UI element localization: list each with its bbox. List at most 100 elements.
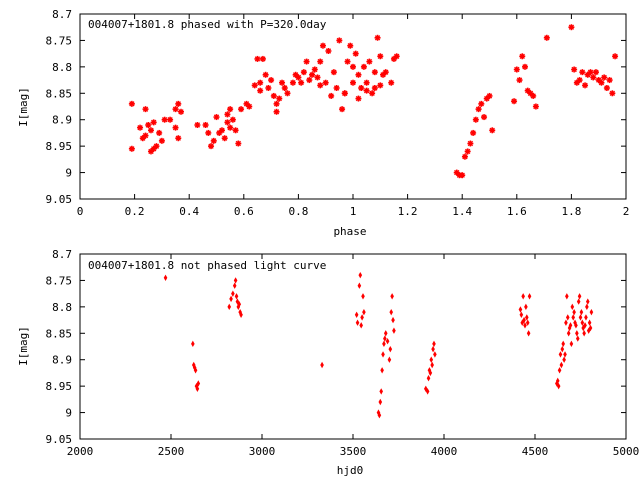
chart-title-phased: 004007+1801.8 phased with P=320.0day (88, 18, 327, 31)
data-point (577, 293, 582, 300)
data-point (485, 92, 494, 100)
data-point (166, 115, 174, 124)
data-point (231, 126, 240, 135)
data-point (383, 330, 388, 337)
data-point (264, 84, 273, 92)
data-point (376, 81, 385, 90)
data-point (568, 322, 573, 329)
data-point (196, 380, 201, 387)
data-point (588, 324, 593, 332)
data-point (543, 33, 551, 42)
data-point (518, 52, 527, 61)
data-point (245, 102, 254, 111)
data-point (160, 115, 169, 124)
data-point (368, 89, 376, 98)
data-point (174, 100, 183, 108)
data-point (346, 41, 355, 50)
y-axis-unphased: 8.7 8.75 8.8 8.85 8.9 8.95 9 9.05 (46, 248, 626, 446)
data-point (341, 89, 349, 98)
data-point (234, 293, 239, 300)
data-point (608, 89, 617, 98)
data-point (229, 295, 233, 303)
plot-frame-phased (79, 13, 627, 200)
x-tick-label: 3500 (340, 445, 367, 458)
data-point (382, 340, 386, 348)
data-point (600, 73, 608, 82)
chart-title-unphased: 004007+1801.8 not phased light curve (88, 259, 326, 272)
data-point (136, 123, 144, 132)
data-point (330, 68, 338, 76)
data-point (477, 100, 486, 108)
data-point (561, 340, 566, 348)
x-tick-label: 0.2 (125, 205, 145, 218)
data-point (562, 356, 566, 363)
data-point (270, 92, 278, 100)
chart-panel-phased: 0 0.2 0.4 0.6 0.8 1 1.2 1.4 1.6 1.8 2 8.78.758.88.… (17, 8, 629, 238)
data-point (567, 23, 576, 32)
data-point (521, 63, 529, 71)
data-point (559, 361, 564, 369)
y-tick-label: 8.75 (46, 274, 73, 287)
data-point (319, 41, 327, 50)
data-point (141, 105, 150, 113)
data-point (357, 282, 362, 289)
y-tick-label: 8.7 (52, 248, 72, 261)
data-point (354, 94, 363, 103)
data-point (272, 100, 281, 108)
x-axis-label-phased: phase (333, 225, 366, 238)
data-point (237, 105, 245, 113)
x-tick-label: 3000 (249, 445, 276, 458)
data-point (361, 293, 365, 300)
data-point (383, 335, 387, 342)
data-point (565, 314, 570, 321)
data-point (362, 308, 366, 316)
y-axis-label-phased: I[mag] (17, 87, 30, 127)
data-point (555, 377, 560, 385)
data-point (520, 319, 525, 326)
data-point (431, 345, 435, 353)
data-point (349, 78, 357, 87)
data-point (193, 367, 198, 374)
x-tick-label: 5000 (613, 445, 640, 458)
data-point (338, 105, 346, 113)
x-tick-label: 4000 (431, 445, 458, 458)
data-point (558, 351, 563, 358)
y-tick-label: 8.95 (46, 380, 73, 393)
data-point (237, 301, 242, 308)
data-point (556, 382, 561, 390)
data-point (532, 102, 540, 111)
data-point (324, 47, 333, 55)
data-point (519, 311, 524, 318)
data-point (223, 110, 232, 119)
data-point (461, 152, 469, 161)
y-tick-label: 8.9 (52, 114, 72, 127)
y-axis-phased: 8.7 8.75 8.8 8.85 8.9 8.95 9 9.05 (46, 8, 626, 206)
data-point (155, 129, 163, 137)
data-point (308, 70, 316, 79)
data-point (212, 113, 221, 121)
data-point (572, 308, 576, 316)
y-axis-label-unphased: I[mag] (17, 326, 30, 366)
x-tick-label: 1.8 (561, 205, 581, 218)
data-point (560, 345, 565, 353)
data-point (229, 115, 237, 124)
data-point (267, 76, 275, 84)
data-point (355, 319, 360, 326)
data-point (557, 367, 562, 374)
data-point (579, 308, 584, 316)
data-point (300, 68, 308, 76)
data-point (152, 142, 161, 150)
y-tick-label: 8.8 (52, 301, 72, 314)
data-point (387, 356, 392, 363)
data-point (566, 330, 571, 337)
x-tick-label: 0 (77, 205, 84, 218)
data-point (351, 49, 360, 58)
x-tick-label: 1.2 (398, 205, 418, 218)
data-point (220, 134, 229, 143)
data-point (250, 81, 259, 90)
data-point (335, 36, 344, 45)
data-point (429, 356, 434, 363)
data-point (581, 81, 589, 90)
x-tick-label: 1.4 (452, 205, 472, 218)
data-point (480, 113, 488, 121)
